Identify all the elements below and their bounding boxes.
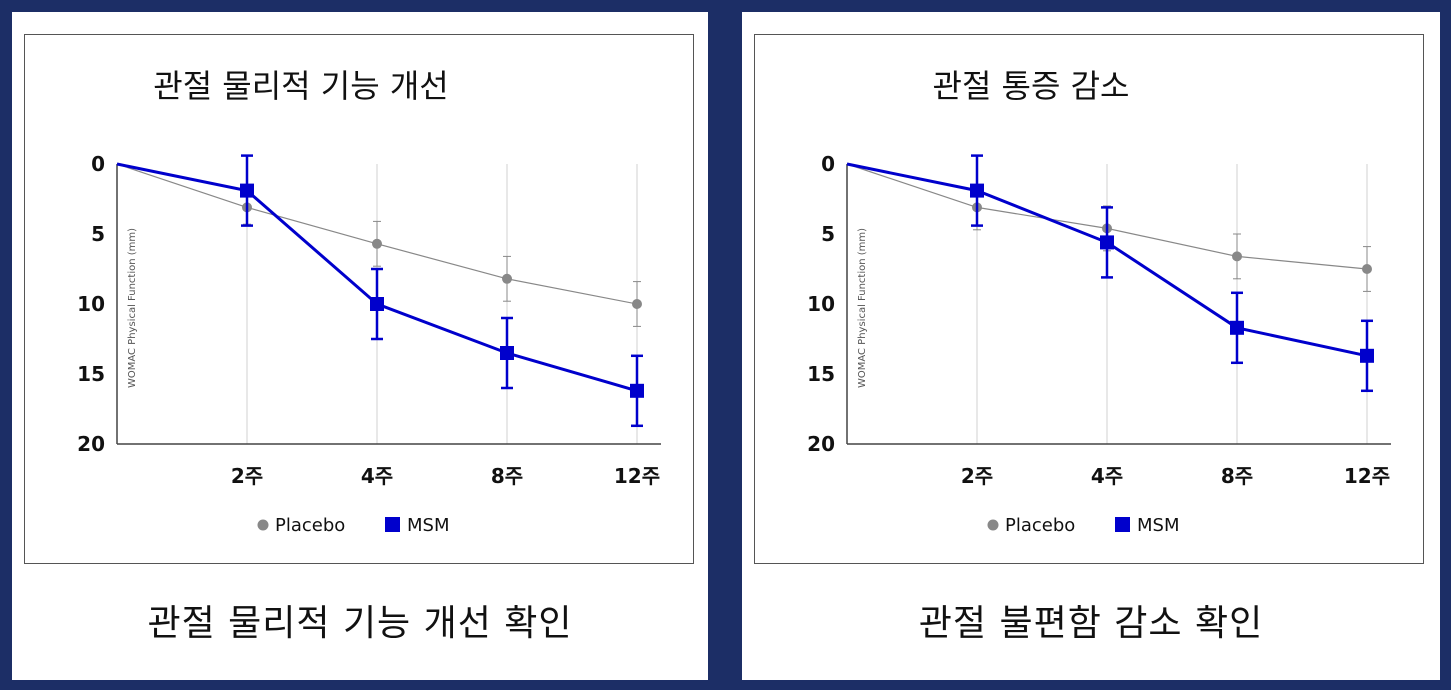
data-point-msm bbox=[1360, 348, 1374, 363]
legend-label-msm: MSM bbox=[1137, 515, 1180, 536]
y-tick-label: 0 bbox=[821, 152, 835, 176]
y-axis-label: WOMAC Physical Function (mm) bbox=[857, 228, 868, 388]
x-tick-label: 2주 bbox=[961, 464, 993, 488]
y-tick-label: 10 bbox=[77, 292, 105, 316]
chart-svg: 관절 물리적 기능 개선 0 5 10 15 20 WOMAC Physical Funct… bbox=[77, 67, 661, 536]
y-tick-label: 20 bbox=[807, 432, 835, 456]
data-point-msm bbox=[500, 346, 514, 360]
data-point-placebo bbox=[372, 238, 382, 249]
y-tick-label: 15 bbox=[807, 362, 835, 386]
legend-label-placebo: Placebo bbox=[275, 515, 345, 536]
legend-label-placebo: Placebo bbox=[1005, 515, 1075, 536]
chart-title: 관절 통증 감소 bbox=[933, 67, 1130, 105]
x-tick-label: 2주 bbox=[231, 464, 263, 488]
chart-panel-physical-function: 관절 물리적 기능 개선 0 5 10 15 20 WOMAC Physical Funct… bbox=[12, 12, 708, 680]
data-point-msm bbox=[1100, 235, 1114, 250]
data-point-placebo bbox=[632, 299, 642, 309]
data-point-msm bbox=[370, 297, 384, 311]
x-tick-label: 8주 bbox=[491, 464, 523, 488]
panel-caption: 관절 물리적 기능 개선 확인 bbox=[147, 603, 573, 644]
x-tick-label: 4주 bbox=[1091, 464, 1123, 488]
x-tick-label: 4주 bbox=[361, 464, 393, 488]
data-point-placebo bbox=[1232, 251, 1242, 262]
chart-frame: 관절 통증 감소 0 5 10 15 20 WOMAC Physical Function … bbox=[754, 34, 1424, 564]
y-tick-label: 10 bbox=[807, 292, 835, 316]
data-point-msm bbox=[1230, 320, 1244, 335]
x-tick-label: 8주 bbox=[1221, 464, 1253, 488]
y-tick-label: 0 bbox=[91, 152, 105, 176]
y-tick-label: 5 bbox=[91, 222, 105, 246]
data-point-msm bbox=[970, 183, 984, 198]
data-point-msm bbox=[240, 183, 254, 198]
data-point-msm bbox=[630, 383, 644, 398]
chart-svg: 관절 통증 감소 0 5 10 15 20 WOMAC Physical Function … bbox=[807, 67, 1391, 536]
legend-marker-msm bbox=[385, 517, 400, 532]
legend-label-msm: MSM bbox=[407, 515, 450, 536]
x-tick-label: 12주 bbox=[614, 464, 660, 488]
chart-title: 관절 물리적 기능 개선 bbox=[153, 67, 448, 105]
x-tick-label: 12주 bbox=[1344, 464, 1390, 488]
y-tick-label: 20 bbox=[77, 432, 105, 456]
data-point-placebo bbox=[1362, 264, 1372, 274]
chart-panel-pain-reduction: 관절 통증 감소 0 5 10 15 20 WOMAC Physical Function … bbox=[742, 12, 1440, 680]
legend-marker-msm bbox=[1115, 517, 1130, 532]
data-point-placebo bbox=[502, 273, 512, 284]
y-tick-label: 5 bbox=[821, 222, 835, 246]
panel-caption: 관절 불편함 감소 확인 bbox=[918, 603, 1264, 644]
y-tick-label: 15 bbox=[77, 362, 105, 386]
legend-marker-placebo bbox=[257, 519, 269, 531]
y-axis-label: WOMAC Physical Function (mm) bbox=[127, 228, 138, 388]
chart-frame: 관절 물리적 기능 개선 0 5 10 15 20 WOMAC Physical Funct… bbox=[24, 34, 694, 564]
legend-marker-placebo bbox=[987, 519, 999, 531]
